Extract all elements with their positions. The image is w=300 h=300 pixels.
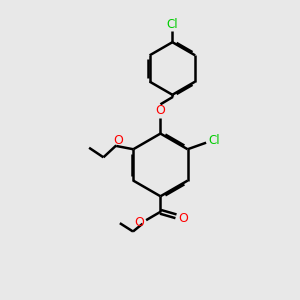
Text: Cl: Cl xyxy=(209,134,220,147)
Text: O: O xyxy=(155,104,165,117)
Text: Cl: Cl xyxy=(167,18,178,31)
Text: O: O xyxy=(178,212,188,225)
Text: O: O xyxy=(135,216,145,229)
Text: O: O xyxy=(113,134,123,147)
